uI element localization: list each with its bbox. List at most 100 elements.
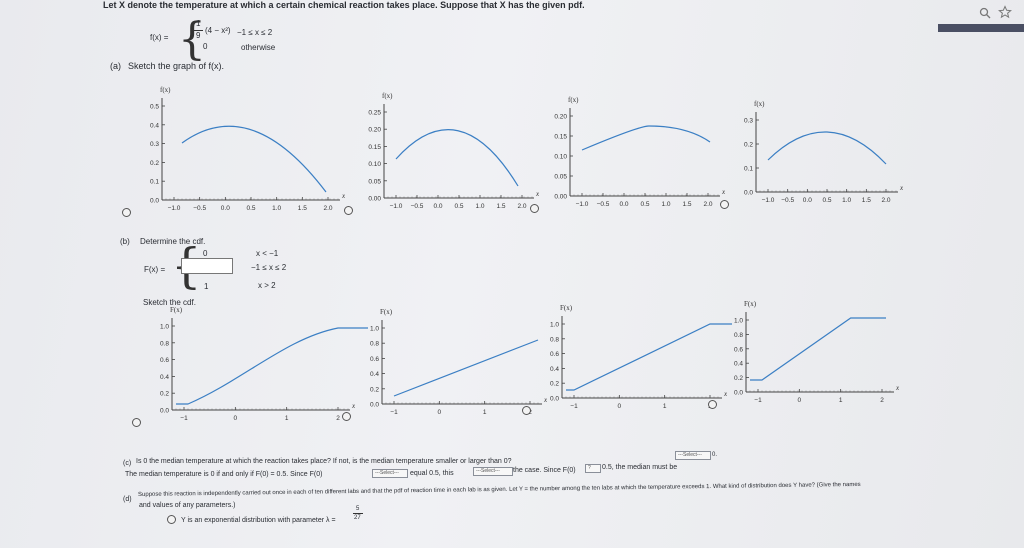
pdf-y-tick-label: 0.1 [744, 166, 753, 173]
part-c-select-2[interactable]: ---Select--- [473, 467, 513, 476]
pdf-y-tick-label: 0.3 [744, 118, 753, 125]
pdf-y-tick-label: 0.00 [368, 196, 381, 203]
pdf-graph-3: f(x) 0.20 0.15 0.10 0.05 0.00 −1.0 −0.5 0.0 0.5 1.… [554, 96, 726, 208]
pdf-y-tick-label: 0.1 [150, 179, 159, 186]
part-c-select-3[interactable]: ? [585, 464, 601, 473]
pdf-y-tick-label: 0.4 [150, 122, 159, 129]
pdf-option-2-radio[interactable] [344, 206, 353, 215]
pdf-x-tick-label: −0.5 [193, 205, 206, 212]
pdf-x-tick-label: 1.5 [298, 205, 307, 212]
pdf-option-4-radio[interactable] [720, 200, 729, 209]
part-d-option-1: Y is an exponential distribution with pa… [181, 517, 336, 524]
pdf-graph-1: f(x) 0.5 0.4 0.3 0.2 0.1 0.0 −1.0 −0.5 0.0 0.5 1.0 1… [150, 86, 346, 212]
cdf-y-label: F(x) [170, 306, 183, 314]
cdf-x-tick-label: −1 [754, 397, 762, 404]
cdf-x-tick-label: 0 [234, 415, 238, 422]
cdf-cond-2: −1 ≤ x ≤ 2 [251, 263, 287, 272]
pdf-x-tick-label: −1.0 [390, 203, 403, 210]
sketch-cdf-text: Sketch the cdf. [143, 298, 196, 307]
cdf-y-tick-label: 1.0 [734, 318, 743, 325]
pdf-y-tick-label: 0.20 [368, 127, 381, 134]
pdf-y-tick-label: 0.10 [368, 161, 381, 168]
pdf-x-tick-label: 1.0 [475, 203, 484, 210]
pdf-x-tick-label: 0.5 [246, 205, 255, 212]
cdf-option-1-radio[interactable] [132, 418, 141, 427]
search-icon[interactable] [978, 6, 992, 20]
cdf-middle-input[interactable] [181, 258, 233, 274]
pdf-option-1-radio[interactable] [122, 208, 131, 217]
cdf-graph-4: F(x) 1.0 0.8 0.6 0.4 0.2 0.0 −1 0 1 2 x [734, 300, 900, 404]
cdf-x-tick-label: 2 [336, 415, 340, 422]
pdf-zero: 0 [203, 42, 208, 51]
part-c-select-1[interactable]: ---Select--- [372, 469, 408, 478]
part-b-text: Determine the cdf. [140, 237, 206, 246]
cdf-y-tick-label: 0.2 [160, 391, 169, 398]
pdf-x-tick-label: −1.0 [576, 201, 589, 208]
pdf-lhs: f(x) = [150, 33, 169, 42]
part-d-frac-bar [353, 513, 363, 514]
part-d-text: Suppose this reaction is independently c… [137, 481, 861, 498]
pdf-x-tick-label: 0.5 [454, 203, 463, 210]
pdf-x-tick-label: 2.0 [881, 197, 890, 204]
pdf-x-tick-label: 1.0 [272, 205, 281, 212]
cdf-x-label: x [351, 402, 356, 410]
problem-intro: Let X denote the temperature at which a … [103, 0, 585, 10]
pdf-y-label: f(x) [160, 86, 171, 94]
part-c-select-4[interactable]: ---Select--- [675, 451, 711, 460]
cdf-x-label: x [895, 384, 900, 392]
pdf-curve [181, 125, 327, 193]
cdf-y-tick-label: 0.2 [734, 375, 743, 382]
cdf-y-tick-label: 1.0 [160, 324, 169, 331]
pdf-y-label: f(x) [382, 92, 393, 100]
part-d-label: (d) [123, 496, 132, 503]
pdf-y-tick-label: 0.5 [150, 104, 159, 111]
cdf-y-tick-label: 0.2 [550, 381, 559, 388]
cdf-y-tick-label: 0.4 [550, 366, 559, 373]
pdf-x-tick-label: 0.0 [433, 203, 442, 210]
star-icon[interactable] [998, 5, 1012, 19]
pdf-x-tick-label: 1.0 [842, 197, 851, 204]
part-c-label: (c) [123, 460, 132, 467]
cdf-x-tick-label: 0 [438, 409, 442, 416]
cdf-option-2-radio[interactable] [342, 412, 351, 421]
pdf-cond2: otherwise [241, 43, 276, 52]
cdf-x-tick-label: 1 [663, 403, 667, 410]
pdf-option-3-radio[interactable] [530, 204, 539, 213]
pdf-y-label: f(x) [568, 96, 579, 104]
pdf-x-tick-label: −0.5 [411, 203, 424, 210]
cdf-x-tick-label: −1 [390, 409, 398, 416]
part-c-line2c: the case. Since F(0) [513, 467, 576, 474]
pdf-frac-den: 9 [196, 31, 201, 40]
pdf-frac-num: 1 [196, 19, 201, 28]
cdf-graph-1: F(x) 1.0 0.8 0.6 0.4 0.2 0.0 −1 0 1 2 x [160, 306, 368, 422]
pdf-curve [581, 125, 711, 151]
cdf-y-tick-label: 0.8 [370, 341, 379, 348]
pdf-x-tick-label: 1.5 [862, 197, 871, 204]
cdf-y-tick-label: 0.6 [550, 351, 559, 358]
pdf-graph-2: f(x) 0.25 0.20 0.15 0.10 0.05 0.00 −1.0 −0.5 0.0 0… [368, 92, 540, 210]
part-c-line2a: The median temperature is 0 if and only … [125, 471, 323, 478]
cdf-y-tick-label: 0.8 [160, 340, 169, 347]
cdf-x-tick-label: 1 [839, 397, 843, 404]
part-c-question: Is 0 the median temperature at which the… [136, 458, 512, 465]
cdf-curve [566, 323, 732, 391]
pdf-x-tick-label: 2.0 [703, 201, 712, 208]
cdf-cond-1: x < −1 [256, 249, 279, 258]
pdf-x-tick-label: 0.0 [803, 197, 812, 204]
pdf-x-tick-label: −0.5 [781, 197, 794, 204]
cdf-option-4-radio[interactable] [708, 400, 717, 409]
pdf-y-tick-label: 0.2 [150, 160, 159, 167]
pdf-y-tick-label: 0.15 [554, 134, 567, 141]
cdf-y-tick-label: 0.8 [734, 332, 743, 339]
pdf-x-label: x [721, 188, 726, 196]
pdf-y-tick-label: 0.10 [554, 154, 567, 161]
pdf-y-tick-label: 0.0 [150, 198, 159, 205]
pdf-frac-bar [193, 30, 203, 31]
part-d-option-1-den: 27 [354, 515, 361, 521]
cdf-x-tick-label: 2 [880, 397, 884, 404]
pdf-x-tick-label: 0.5 [640, 201, 649, 208]
cdf-option-3-radio[interactable] [522, 406, 531, 415]
cdf-value-3: 1 [204, 282, 209, 291]
part-d-option-1-radio[interactable] [167, 515, 176, 524]
